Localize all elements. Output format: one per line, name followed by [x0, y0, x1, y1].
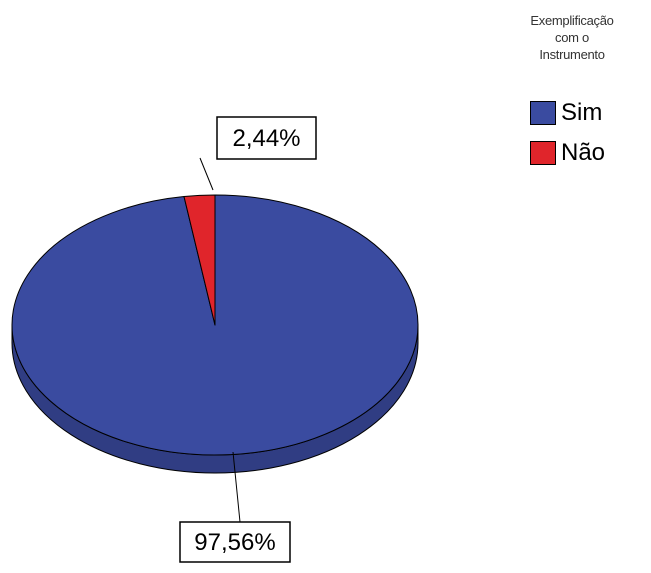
legend-item-sim: Sim: [530, 99, 603, 126]
legend-item-nao: Não: [530, 139, 606, 166]
data-label-nao: 2,44%: [232, 125, 300, 152]
legend-label-nao: Não: [561, 139, 606, 166]
pie-slice-nao: [183, 194, 216, 326]
legend-swatch-nao: [530, 141, 556, 165]
legend-swatch-sim: [530, 101, 556, 125]
data-label-sim-box: [179, 521, 291, 563]
legend-title: Exemplificação com o Instrumento: [530, 13, 614, 62]
data-label-sim-leader: [232, 451, 241, 523]
data-label-nao-leader: [199, 157, 214, 191]
data-label-sim: 97,56%: [194, 529, 275, 556]
legend-label-sim: Sim: [561, 99, 603, 126]
data-label-nao-box: [216, 116, 317, 160]
